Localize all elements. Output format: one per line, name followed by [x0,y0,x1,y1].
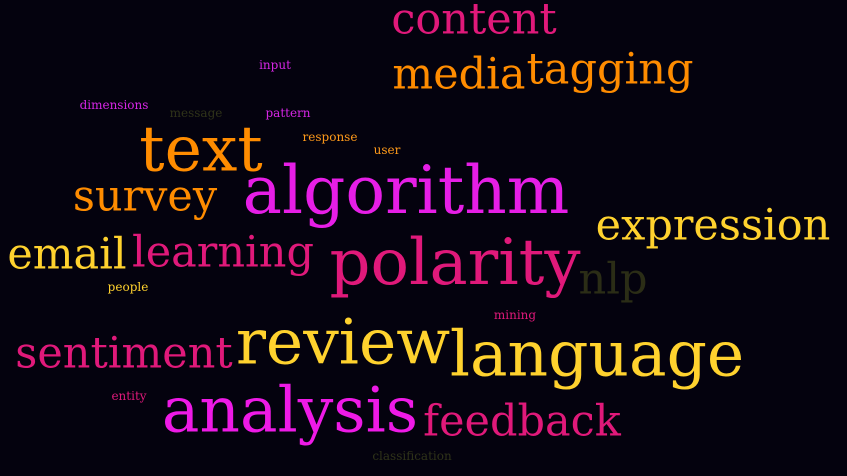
word-tagging: tagging [526,44,694,95]
word-sentiment: sentiment [15,328,233,379]
word-analysis: analysis [161,373,419,447]
word-review: review [235,305,451,379]
word-people: people [107,280,149,294]
word-content: content [391,0,557,45]
word-response: response [302,130,358,144]
word-message: message [169,106,223,120]
word-mining: mining [493,308,537,322]
word-entity: entity [111,389,147,403]
word-media: media [392,49,526,100]
word-algorithm: algorithm [242,152,570,229]
word-feedback: feedback [423,396,621,447]
word-expression: expression [595,200,831,251]
word-user: user [373,143,401,157]
word-learning: learning [131,227,315,278]
word-language: language [449,317,745,391]
word-pattern: pattern [265,106,311,120]
word-email: email [7,229,127,280]
word-nlp: nlp [578,254,648,305]
word-survey: survey [72,171,218,222]
word-dimensions: dimensions [79,98,149,112]
word-input: input [259,58,291,72]
word-polarity: polarity [329,226,581,300]
word-text: text [139,112,263,186]
word-classification: classification [372,449,452,463]
